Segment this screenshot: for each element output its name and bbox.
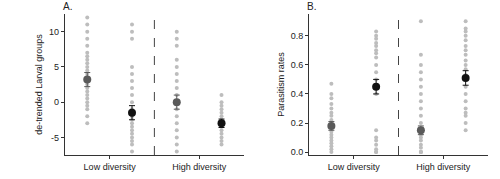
svg-text:0.8: 0.8 — [291, 31, 304, 41]
svg-text:Low diversity: Low diversity — [84, 162, 137, 172]
svg-text:0: 0 — [54, 97, 59, 107]
svg-text:A.: A. — [63, 1, 72, 12]
svg-text:-5: -5 — [51, 133, 59, 143]
svg-text:0.2: 0.2 — [291, 118, 304, 128]
svg-text:High diversity: High diversity — [416, 162, 471, 172]
svg-text:0.4: 0.4 — [291, 89, 304, 99]
svg-text:Parasitism rates: Parasitism rates — [276, 52, 286, 117]
svg-text:0.6: 0.6 — [291, 60, 304, 70]
svg-text:High diversity: High diversity — [172, 162, 227, 172]
svg-text:de-trended Larval groups: de-trended Larval groups — [34, 34, 44, 135]
svg-text:5: 5 — [54, 62, 59, 72]
svg-text:B.: B. — [307, 1, 316, 12]
svg-text:Low diversity: Low diversity — [328, 162, 381, 172]
svg-text:10: 10 — [49, 27, 59, 37]
svg-text:0.0: 0.0 — [291, 147, 304, 157]
